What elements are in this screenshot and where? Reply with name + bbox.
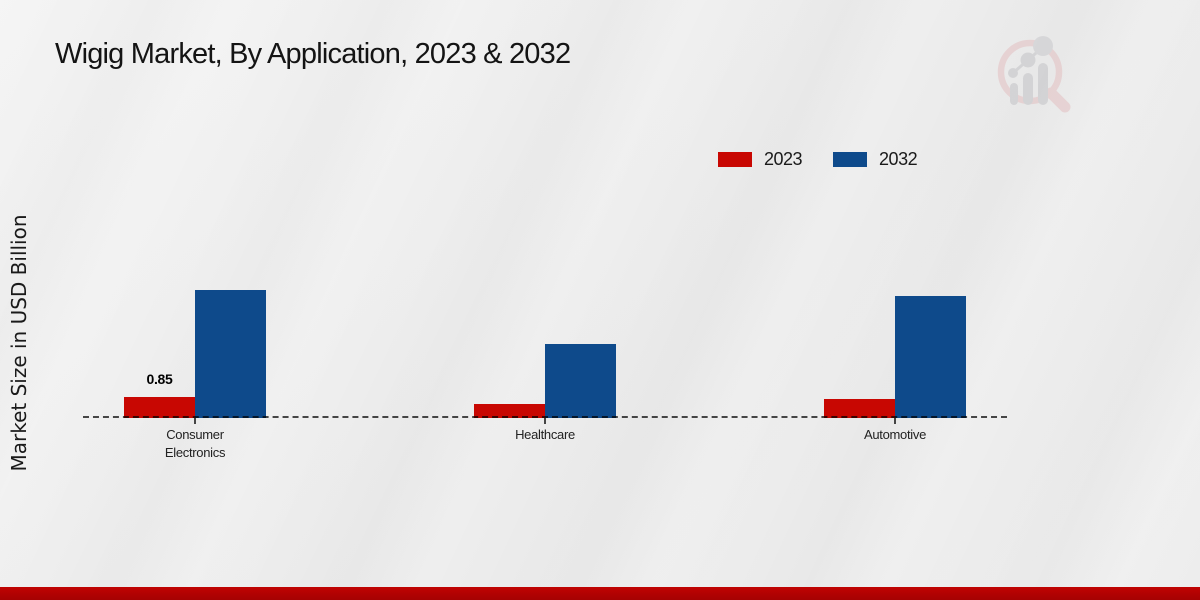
category-label-consumer-electronics: Consumer Electronics [164,427,226,460]
legend-item-2023: 2023 [718,149,803,170]
bar-2023-healthcare [474,404,545,418]
logo-bar-medium [1023,73,1033,105]
value-label-2023-consumer-electronics: 0.85 [146,371,173,387]
logo-dot-medium [1020,52,1036,68]
legend-label-2023: 2023 [764,149,803,169]
chart-title: Wigig Market, By Application, 2023 & 203… [55,38,571,70]
bar-2023-automotive [824,399,895,418]
logo-dot-large [1033,36,1053,56]
x-axis-tick-healthcare [544,418,546,424]
legend-item-2032: 2032 [833,149,918,170]
bar-2032-consumer-electronics [195,289,266,418]
bar-2023-consumer-electronics [124,397,195,418]
logo-bar-small [1010,83,1018,105]
logo-dot-small [1008,68,1018,78]
category-label-automotive: Automotive [863,427,927,442]
legend-swatch-2032 [833,152,868,167]
footer-accent-bar [0,587,1200,600]
legend: 2023 2032 [718,149,918,170]
logo-bar-large [1038,63,1048,105]
category-label-healthcare: Healthcare [515,427,575,442]
legend-swatch-2023 [718,152,752,167]
logo-handle [1045,87,1071,113]
x-axis-tick-automotive [894,418,896,424]
bar-2032-healthcare [545,343,616,418]
legend-label-2032: 2032 [879,149,918,169]
bar-2032-automotive [895,295,966,418]
x-axis-dashed-line [83,416,1007,418]
magnifier-bar-chart-logo-icon [997,36,1071,113]
x-axis-tick-consumer-electronics [194,418,196,424]
